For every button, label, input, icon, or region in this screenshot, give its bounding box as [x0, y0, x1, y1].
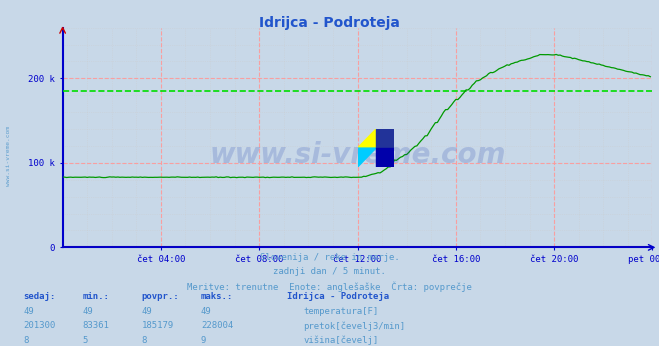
Text: 49: 49: [201, 307, 212, 316]
Text: maks.:: maks.:: [201, 292, 233, 301]
Text: temperatura[F]: temperatura[F]: [303, 307, 378, 316]
Text: 49: 49: [82, 307, 93, 316]
Text: pretok[čevelj3/min]: pretok[čevelj3/min]: [303, 321, 405, 331]
Text: Idrijca - Podroteja: Idrijca - Podroteja: [287, 292, 389, 301]
Polygon shape: [376, 129, 394, 148]
Text: www.si-vreme.com: www.si-vreme.com: [6, 126, 11, 186]
Text: 8: 8: [142, 336, 147, 345]
Text: 83361: 83361: [82, 321, 109, 330]
Text: Meritve: trenutne  Enote: anglešaške  Črta: povprečje: Meritve: trenutne Enote: anglešaške Črta…: [187, 282, 472, 292]
Text: Slovenija / reke in morje.: Slovenija / reke in morje.: [260, 253, 399, 262]
Polygon shape: [357, 148, 376, 167]
Text: višina[čevelj]: višina[čevelj]: [303, 336, 378, 345]
Polygon shape: [376, 148, 394, 167]
Text: min.:: min.:: [82, 292, 109, 301]
Text: povpr.:: povpr.:: [142, 292, 179, 301]
Text: 5: 5: [82, 336, 88, 345]
Text: 8: 8: [23, 336, 28, 345]
Polygon shape: [357, 129, 376, 148]
Text: 9: 9: [201, 336, 206, 345]
Text: 185179: 185179: [142, 321, 174, 330]
Text: 228004: 228004: [201, 321, 233, 330]
Text: 49: 49: [142, 307, 152, 316]
Text: www.si-vreme.com: www.si-vreme.com: [210, 141, 505, 169]
Text: 201300: 201300: [23, 321, 55, 330]
Text: sedaj:: sedaj:: [23, 292, 55, 301]
Text: Idrijca - Podroteja: Idrijca - Podroteja: [259, 16, 400, 29]
Text: zadnji dan / 5 minut.: zadnji dan / 5 minut.: [273, 267, 386, 276]
Text: 49: 49: [23, 307, 34, 316]
